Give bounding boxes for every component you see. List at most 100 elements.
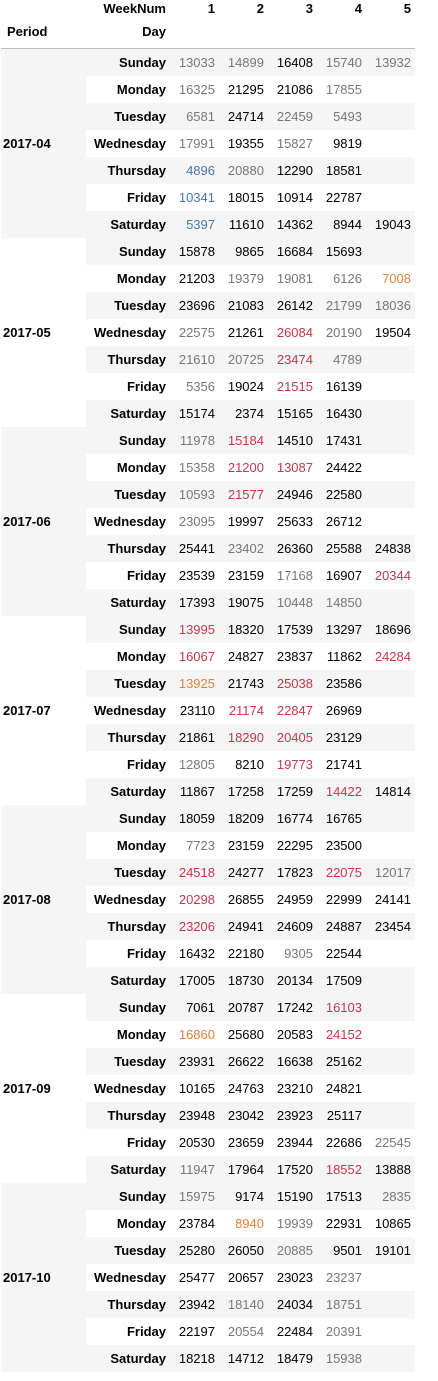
value-cell: 23784 [170, 1209, 219, 1237]
day-label: Monday [86, 264, 170, 292]
value-cell: 19101 [366, 1236, 415, 1264]
value-cell: 17823 [268, 858, 317, 886]
day-label: Thursday [86, 156, 170, 184]
value-cell [366, 831, 415, 859]
table-row: Tuesday 25280 26050 20885 9501 19101 [1, 1236, 415, 1264]
value-cell: 25441 [170, 534, 219, 562]
day-label: Wednesday [86, 1263, 170, 1291]
day-label: Sunday [86, 1182, 170, 1210]
value-cell: 17431 [317, 426, 366, 454]
table-row: Monday 15358 21200 13087 24422 [1, 453, 415, 481]
value-cell: 18751 [317, 1290, 366, 1318]
value-cell: 20657 [219, 1263, 268, 1291]
value-cell: 14899 [219, 48, 268, 76]
value-cell: 16103 [317, 993, 366, 1021]
value-cell: 23110 [170, 696, 219, 724]
value-cell: 8210 [219, 750, 268, 778]
period-label: 2017-10 [1, 1182, 86, 1372]
value-cell: 21174 [219, 696, 268, 724]
value-cell: 4789 [317, 345, 366, 373]
table-row: Friday 23539 23159 17168 16907 20344 [1, 561, 415, 589]
value-cell: 21086 [268, 75, 317, 103]
value-cell: 25038 [268, 669, 317, 697]
value-cell [366, 723, 415, 751]
value-cell: 24959 [268, 885, 317, 913]
value-cell: 4896 [170, 156, 219, 184]
table-row: 2017-05 Sunday 15878 9865 16684 15693 [1, 237, 415, 427]
value-cell: 7723 [170, 831, 219, 859]
table-row: Tuesday 10593 21577 24946 22580 [1, 480, 415, 508]
header-blank [1, 0, 86, 20]
value-cell: 23129 [317, 723, 366, 751]
value-cell: 23159 [219, 831, 268, 859]
value-cell: 16765 [317, 804, 366, 832]
table-row: Thursday 4896 20880 12290 18581 [1, 156, 415, 184]
value-cell: 18015 [219, 183, 268, 211]
value-cell: 18036 [366, 291, 415, 319]
period-group: 2017-09 Sunday 7061 20787 17242 16103 Monday 16… [1, 993, 415, 1183]
week-2-header: 2 [256, 1, 264, 16]
day-label: Sunday [86, 993, 170, 1021]
value-cell: 16432 [170, 939, 219, 967]
value-cell: 15827 [268, 129, 317, 157]
day-label: Thursday [86, 723, 170, 751]
value-cell: 22197 [170, 1317, 219, 1345]
value-cell [366, 939, 415, 967]
period-group: 2017-10 Sunday 15975 9174 15190 17513 2835 Mond… [1, 1182, 415, 1372]
value-cell: 17855 [317, 75, 366, 103]
value-cell: 17520 [268, 1155, 317, 1183]
value-cell: 9174 [219, 1182, 268, 1210]
value-cell: 16638 [268, 1047, 317, 1075]
day-label: Sunday [86, 426, 170, 454]
value-cell: 15938 [317, 1344, 366, 1372]
table-row: Friday 5356 19024 21515 16139 [1, 372, 415, 400]
table-row: Tuesday 6581 24714 22459 5493 [1, 102, 415, 130]
value-cell: 5397 [170, 210, 219, 238]
value-cell: 13297 [317, 615, 366, 643]
value-cell [366, 696, 415, 724]
value-cell: 22686 [317, 1128, 366, 1156]
value-cell: 20885 [268, 1236, 317, 1264]
value-cell: 21083 [219, 291, 268, 319]
value-cell: 23659 [219, 1128, 268, 1156]
value-cell [366, 1101, 415, 1129]
value-cell: 20391 [317, 1317, 366, 1345]
value-cell: 17513 [317, 1182, 366, 1210]
day-label: Tuesday [86, 1236, 170, 1264]
day-label: Wednesday [86, 696, 170, 724]
day-label: Sunday [86, 615, 170, 643]
value-cell: 24838 [366, 534, 415, 562]
day-label: Thursday [86, 534, 170, 562]
value-cell: 21295 [219, 75, 268, 103]
value-cell: 19379 [219, 264, 268, 292]
table-row: Saturday 17005 18730 20134 17509 [1, 966, 415, 994]
day-label: Saturday [86, 1155, 170, 1183]
table-row: Wednesday 17991 19355 15827 9819 [1, 129, 415, 157]
value-cell: 15693 [317, 237, 366, 265]
value-cell: 23923 [268, 1101, 317, 1129]
period-group: 2017-05 Sunday 15878 9865 16684 15693 Monday 21… [1, 237, 415, 427]
table-row: Wednesday 20298 26855 24959 22999 24141 [1, 885, 415, 913]
value-cell: 26050 [219, 1236, 268, 1264]
value-cell: 15740 [317, 48, 366, 76]
value-cell: 19081 [268, 264, 317, 292]
value-cell: 18581 [317, 156, 366, 184]
value-cell: 19504 [366, 318, 415, 346]
value-cell: 22575 [170, 318, 219, 346]
value-cell: 21861 [170, 723, 219, 751]
value-cell: 24887 [317, 912, 366, 940]
value-cell [366, 183, 415, 211]
header-blank [317, 20, 366, 49]
value-cell: 22295 [268, 831, 317, 859]
value-cell [366, 1290, 415, 1318]
value-cell: 26142 [268, 291, 317, 319]
value-cell: 17242 [268, 993, 317, 1021]
value-cell: 20405 [268, 723, 317, 751]
value-cell: 23402 [219, 534, 268, 562]
value-cell: 26855 [219, 885, 268, 913]
value-cell: 24422 [317, 453, 366, 481]
value-cell: 11978 [170, 426, 219, 454]
value-cell [366, 156, 415, 184]
value-cell [366, 237, 415, 265]
value-cell: 23474 [268, 345, 317, 373]
